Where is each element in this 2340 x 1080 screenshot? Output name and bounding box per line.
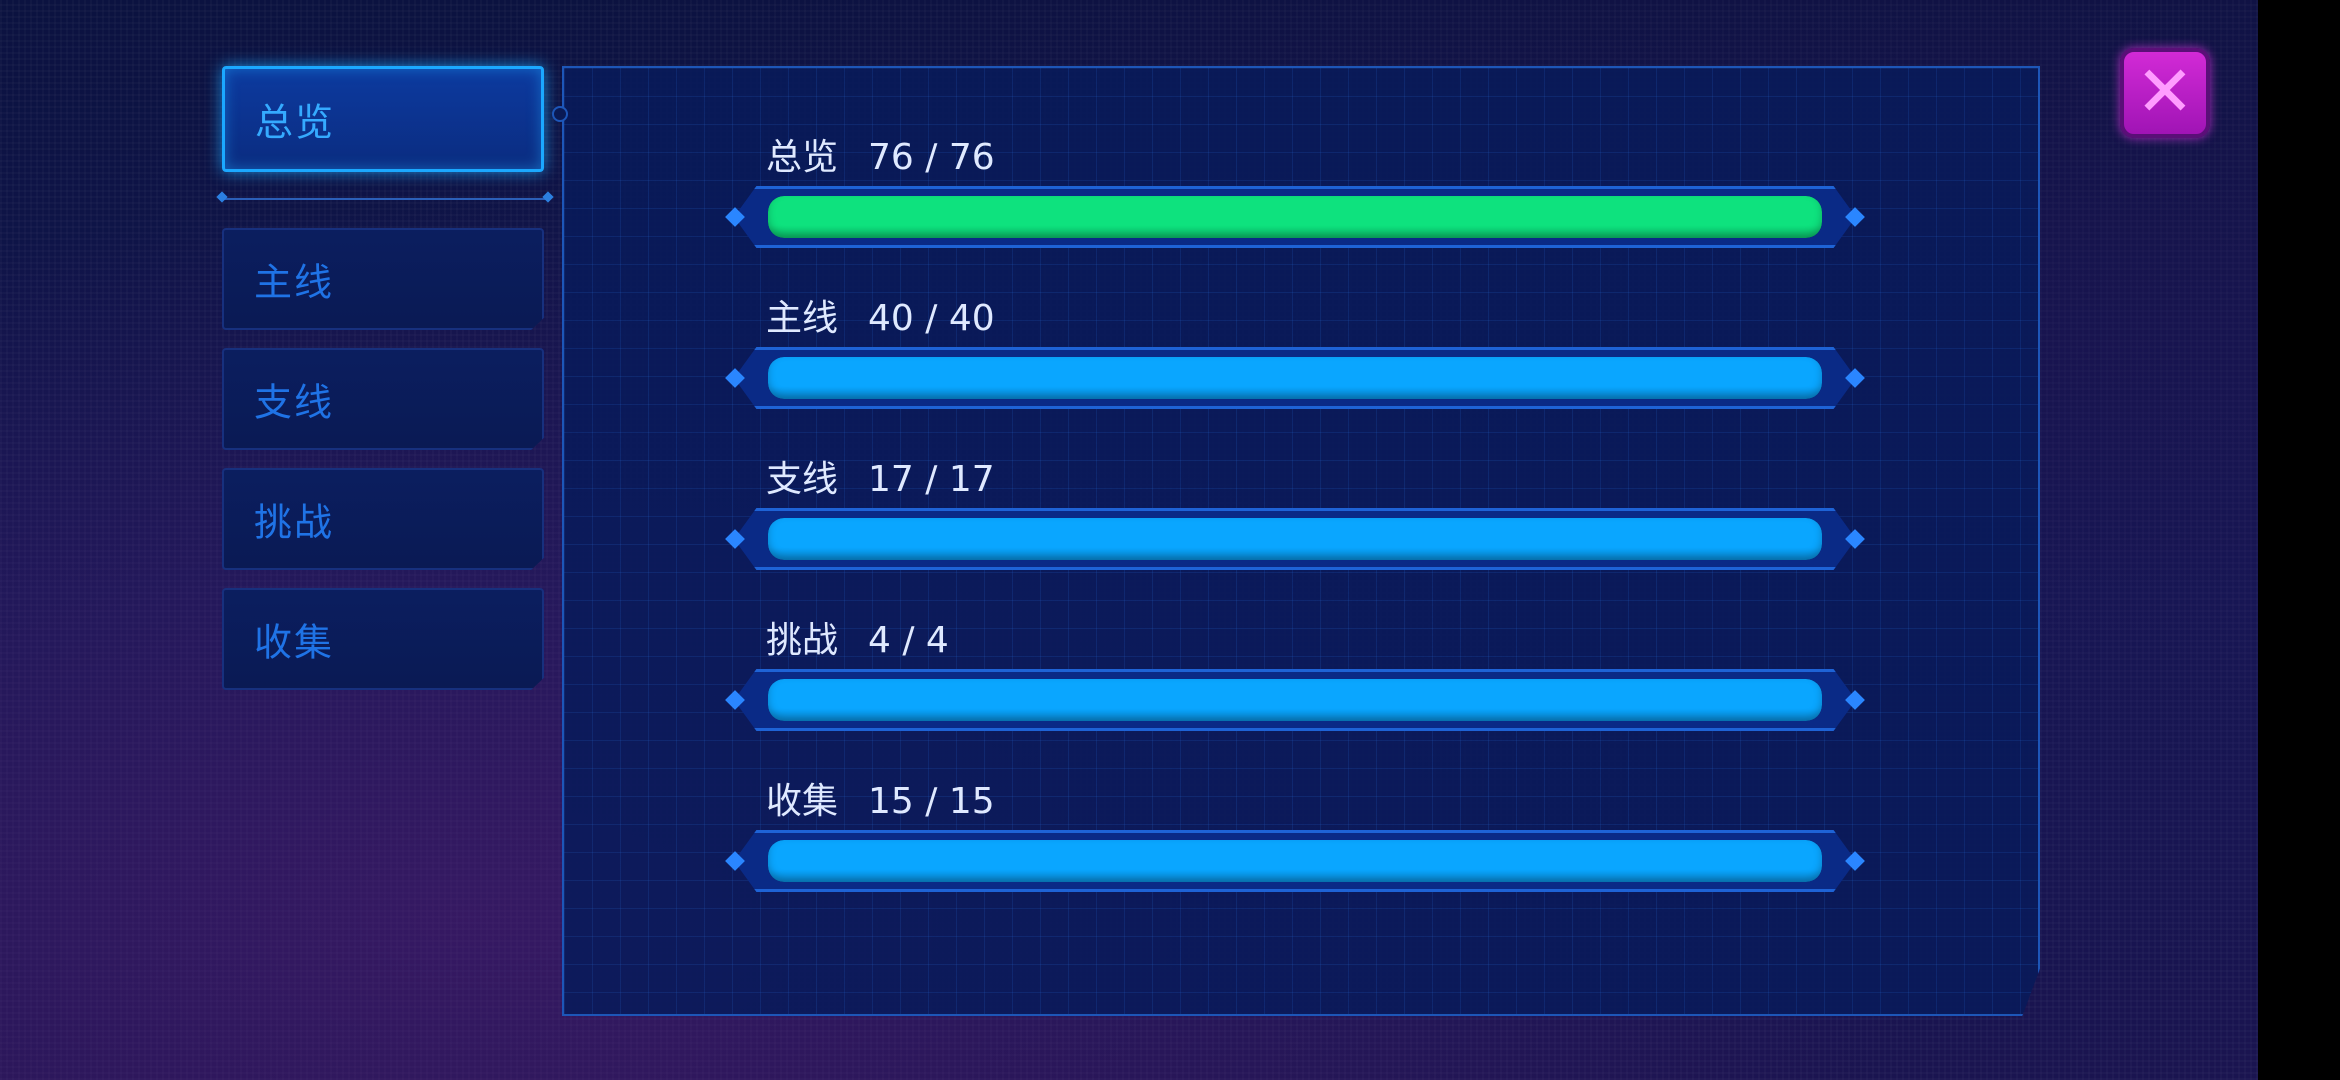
progress-count: 15 / 15: [868, 781, 995, 822]
progress-title: 主线 40 / 40: [766, 289, 995, 341]
progress-title: 收集 15 / 15: [766, 772, 995, 824]
tab-challenge[interactable]: 挑战: [222, 468, 544, 570]
screen-edge-bar: [2258, 0, 2340, 1080]
panel-connector: [552, 106, 568, 122]
progress-fill: [768, 196, 1822, 238]
progress-label: 支线: [766, 459, 839, 500]
tab-side-story[interactable]: 支线: [222, 348, 544, 450]
progress-bar: [720, 669, 1870, 731]
progress-title: 总览 76 / 76: [766, 128, 995, 180]
tab-overview-label: 总览: [255, 100, 336, 145]
progress-count: 40 / 40: [868, 298, 995, 339]
progress-label: 收集: [766, 781, 839, 822]
tab-collection-label: 收集: [254, 620, 335, 665]
progress-bar: [720, 830, 1870, 892]
progress-bar: [720, 508, 1870, 570]
close-x-icon: ✕: [2135, 50, 2195, 133]
progress-count: 17 / 17: [868, 459, 995, 500]
progress-label: 总览: [766, 137, 839, 178]
progress-label: 挑战: [766, 620, 839, 661]
progress-track: [768, 357, 1822, 399]
progress-fill: [768, 840, 1822, 882]
progress-fill: [768, 357, 1822, 399]
progress-track: [768, 840, 1822, 882]
tab-side-story-label: 支线: [254, 380, 335, 425]
progress-track: [768, 196, 1822, 238]
close-button[interactable]: ✕: [2120, 48, 2210, 138]
progress-title: 支线 17 / 17: [766, 450, 995, 502]
progress-track: [768, 679, 1822, 721]
tab-main-story-label: 主线: [254, 260, 335, 305]
progress-count: 4 / 4: [868, 620, 949, 661]
tab-overview[interactable]: 总览: [222, 66, 544, 172]
tab-main-story[interactable]: 主线: [222, 228, 544, 330]
progress-fill: [768, 518, 1822, 560]
progress-count: 76 / 76: [868, 137, 995, 178]
progress-fill: [768, 679, 1822, 721]
progress-title: 挑战 4 / 4: [766, 611, 949, 663]
tab-challenge-label: 挑战: [254, 500, 335, 545]
progress-label: 主线: [766, 298, 839, 339]
progress-bar: [720, 347, 1870, 409]
tab-divider: [222, 198, 548, 200]
progress-track: [768, 518, 1822, 560]
progress-bar: [720, 186, 1870, 248]
tab-collection[interactable]: 收集: [222, 588, 544, 690]
